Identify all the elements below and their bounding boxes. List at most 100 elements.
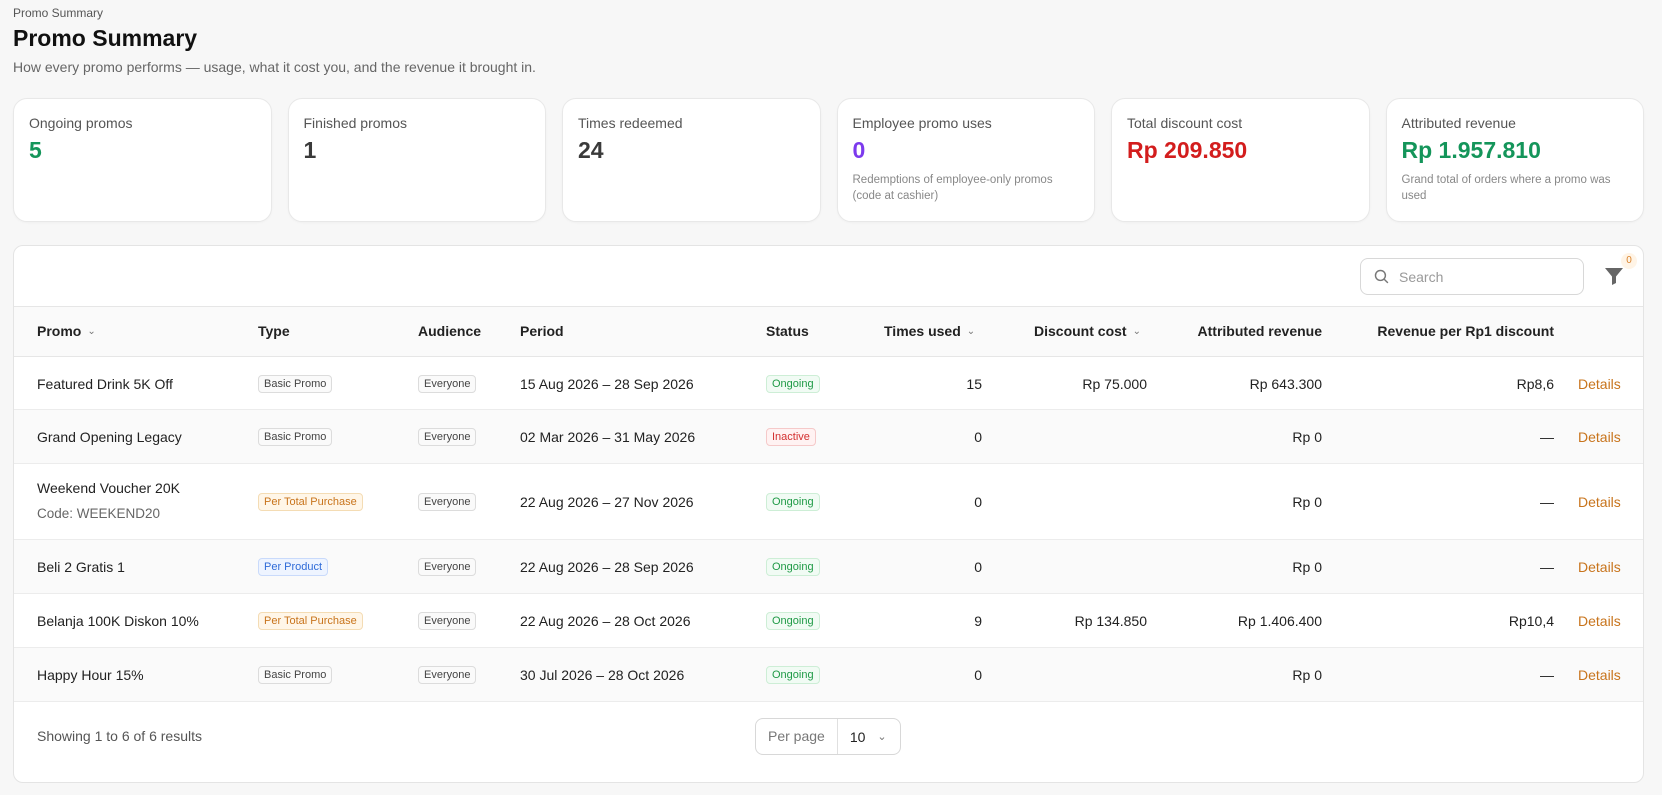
attributed-revenue-value: Rp 0 (1292, 429, 1322, 445)
attributed-revenue-value: Rp 0 (1292, 667, 1322, 683)
type-badge: Per Total Purchase (258, 612, 363, 630)
details-link[interactable]: Details (1578, 667, 1621, 683)
stat-card-value: 5 (29, 137, 42, 163)
per-page-label: Per page (756, 719, 838, 754)
status-badge: Ongoing (766, 558, 820, 576)
attributed-revenue-value: Rp 1.406.400 (1237, 613, 1322, 629)
promo-code: Code: WEEKEND20 (37, 506, 161, 521)
times-used-value: 15 (966, 376, 982, 392)
search-input[interactable] (1399, 268, 1579, 285)
promo-table-panel: 0 Promo⌄ Type Audience Period Status Tim… (13, 245, 1644, 783)
attributed-revenue-value: Rp 0 (1292, 494, 1322, 510)
table-row: Weekend Voucher 20K Code: WEEKEND20 Per To… (14, 464, 1643, 540)
stat-card: Employee promo uses 0 Redemptions of emplo… (836, 98, 1095, 222)
search-box[interactable] (1360, 258, 1584, 295)
details-link[interactable]: Details (1578, 559, 1621, 575)
search-icon (1374, 269, 1389, 284)
promo-name: Weekend Voucher 20K (37, 480, 180, 496)
revenue-per-discount-value: — (1540, 494, 1554, 510)
type-badge: Per Total Purchase (258, 493, 363, 511)
audience-badge: Everyone (418, 375, 477, 393)
table-row: Featured Drink 5K Off Basic Promo Everyone… (14, 357, 1643, 410)
table-toolbar: 0 (14, 246, 1643, 307)
col-status: Status (766, 323, 809, 339)
revenue-per-discount-value: Rp10,4 (1508, 613, 1554, 629)
times-used-value: 9 (974, 613, 982, 629)
attributed-revenue-value: Rp 643.300 (1249, 376, 1322, 392)
col-period: Period (520, 323, 564, 339)
col-attributed-revenue: Attributed revenue (1197, 323, 1322, 339)
filter-count-badge: 0 (1621, 253, 1637, 269)
col-times-used[interactable]: Times used ⌄ (884, 323, 976, 339)
type-badge: Basic Promo (258, 375, 333, 393)
stat-card: Attributed revenue Rp 1.957.810 Grand tota… (1385, 98, 1644, 222)
stat-card-label: Finished promos (303, 115, 408, 131)
stat-card-label: Total discount cost (1127, 115, 1243, 131)
table-row: Belanja 100K Diskon 10% Per Total Purchas… (14, 594, 1643, 648)
table-body: Featured Drink 5K Off Basic Promo Everyone… (14, 357, 1643, 702)
stat-card: Times redeemed 24 (562, 98, 821, 222)
chevron-down-icon: ⌄ (966, 325, 976, 337)
details-link[interactable]: Details (1578, 429, 1621, 445)
times-used-value: 0 (974, 667, 982, 683)
stat-card-label: Employee promo uses (852, 115, 992, 131)
stat-card-value: 1 (303, 137, 317, 163)
col-audience: Audience (418, 323, 482, 339)
stat-card-description: Redemptions of employee-only promos (cod… (852, 174, 1053, 202)
attributed-revenue-value: Rp 0 (1292, 559, 1322, 575)
col-discount-cost[interactable]: Discount cost ⌄ (1034, 323, 1141, 339)
details-link[interactable]: Details (1578, 376, 1621, 392)
type-badge: Per Product (258, 558, 329, 576)
col-promo[interactable]: Promo ⌄ (37, 323, 96, 339)
audience-badge: Everyone (418, 428, 477, 446)
chevron-down-icon: ⌄ (87, 325, 96, 337)
revenue-per-discount-value: Rp8,6 (1516, 376, 1554, 392)
stat-card-label: Times redeemed (578, 115, 683, 131)
period-text: 30 Jul 2026 – 28 Oct 2026 (520, 667, 685, 683)
table-row: Grand Opening Legacy Basic Promo Everyone 0… (14, 410, 1643, 464)
type-badge: Basic Promo (258, 666, 333, 684)
status-badge: Ongoing (766, 666, 820, 684)
stat-card-value: Rp 1.957.810 (1401, 137, 1541, 163)
revenue-per-discount-value: — (1540, 429, 1554, 445)
page-subtitle: How every promo performs — usage, what i… (13, 59, 536, 75)
details-link[interactable]: Details (1578, 613, 1621, 629)
stat-card: Ongoing promos 5 (13, 98, 272, 222)
period-text: 22 Aug 2026 – 27 Nov 2026 (520, 494, 694, 510)
chevron-down-icon: ⌄ (1132, 325, 1141, 337)
stat-card-value: 0 (852, 137, 866, 163)
status-badge: Inactive (766, 428, 816, 446)
per-page-select[interactable]: 10 ⌄ (849, 728, 887, 745)
discount-cost-value: Rp 75.000 (1082, 376, 1147, 392)
times-used-value: 0 (974, 429, 982, 445)
funnel-icon[interactable] (1602, 264, 1626, 288)
chevron-down-icon: ⌄ (877, 731, 887, 743)
audience-badge: Everyone (418, 666, 477, 684)
table-header: Promo ⌄ Type Audience Period Status Times… (14, 307, 1643, 357)
col-revenue-per-discount: Revenue per Rp1 discount (1377, 323, 1554, 339)
results-count: Showing 1 to 6 of 6 results (37, 728, 202, 744)
page-title: Promo Summary (13, 25, 198, 51)
col-type: Type (258, 323, 290, 339)
stat-card: Finished promos 1 (287, 98, 546, 222)
table-footer: Showing 1 to 6 of 6 results Per page 10 … (14, 706, 1643, 782)
period-text: 22 Aug 2026 – 28 Sep 2026 (520, 559, 694, 575)
promo-name: Grand Opening Legacy (37, 429, 182, 445)
details-link[interactable]: Details (1578, 494, 1621, 510)
period-text: 15 Aug 2026 – 28 Sep 2026 (520, 376, 694, 392)
stat-card-label: Attributed revenue (1401, 115, 1516, 131)
times-used-value: 0 (974, 494, 982, 510)
period-text: 22 Aug 2026 – 28 Oct 2026 (520, 613, 691, 629)
status-badge: Ongoing (766, 493, 820, 511)
stat-card-description: Grand total of orders where a promo was … (1401, 174, 1611, 202)
audience-badge: Everyone (418, 612, 477, 630)
promo-cell: Weekend Voucher 20K Code: WEEKEND20 (37, 480, 180, 521)
audience-badge: Everyone (418, 493, 477, 511)
revenue-per-discount-value: — (1540, 667, 1554, 683)
breadcrumb: Promo Summary (13, 6, 104, 20)
stat-card-value: Rp 209.850 (1127, 137, 1248, 163)
promo-name: Featured Drink 5K Off (37, 376, 173, 392)
audience-badge: Everyone (418, 558, 477, 576)
per-page-control: Per page 10 ⌄ (755, 718, 901, 755)
period-text: 02 Mar 2026 – 31 May 2026 (520, 429, 696, 445)
